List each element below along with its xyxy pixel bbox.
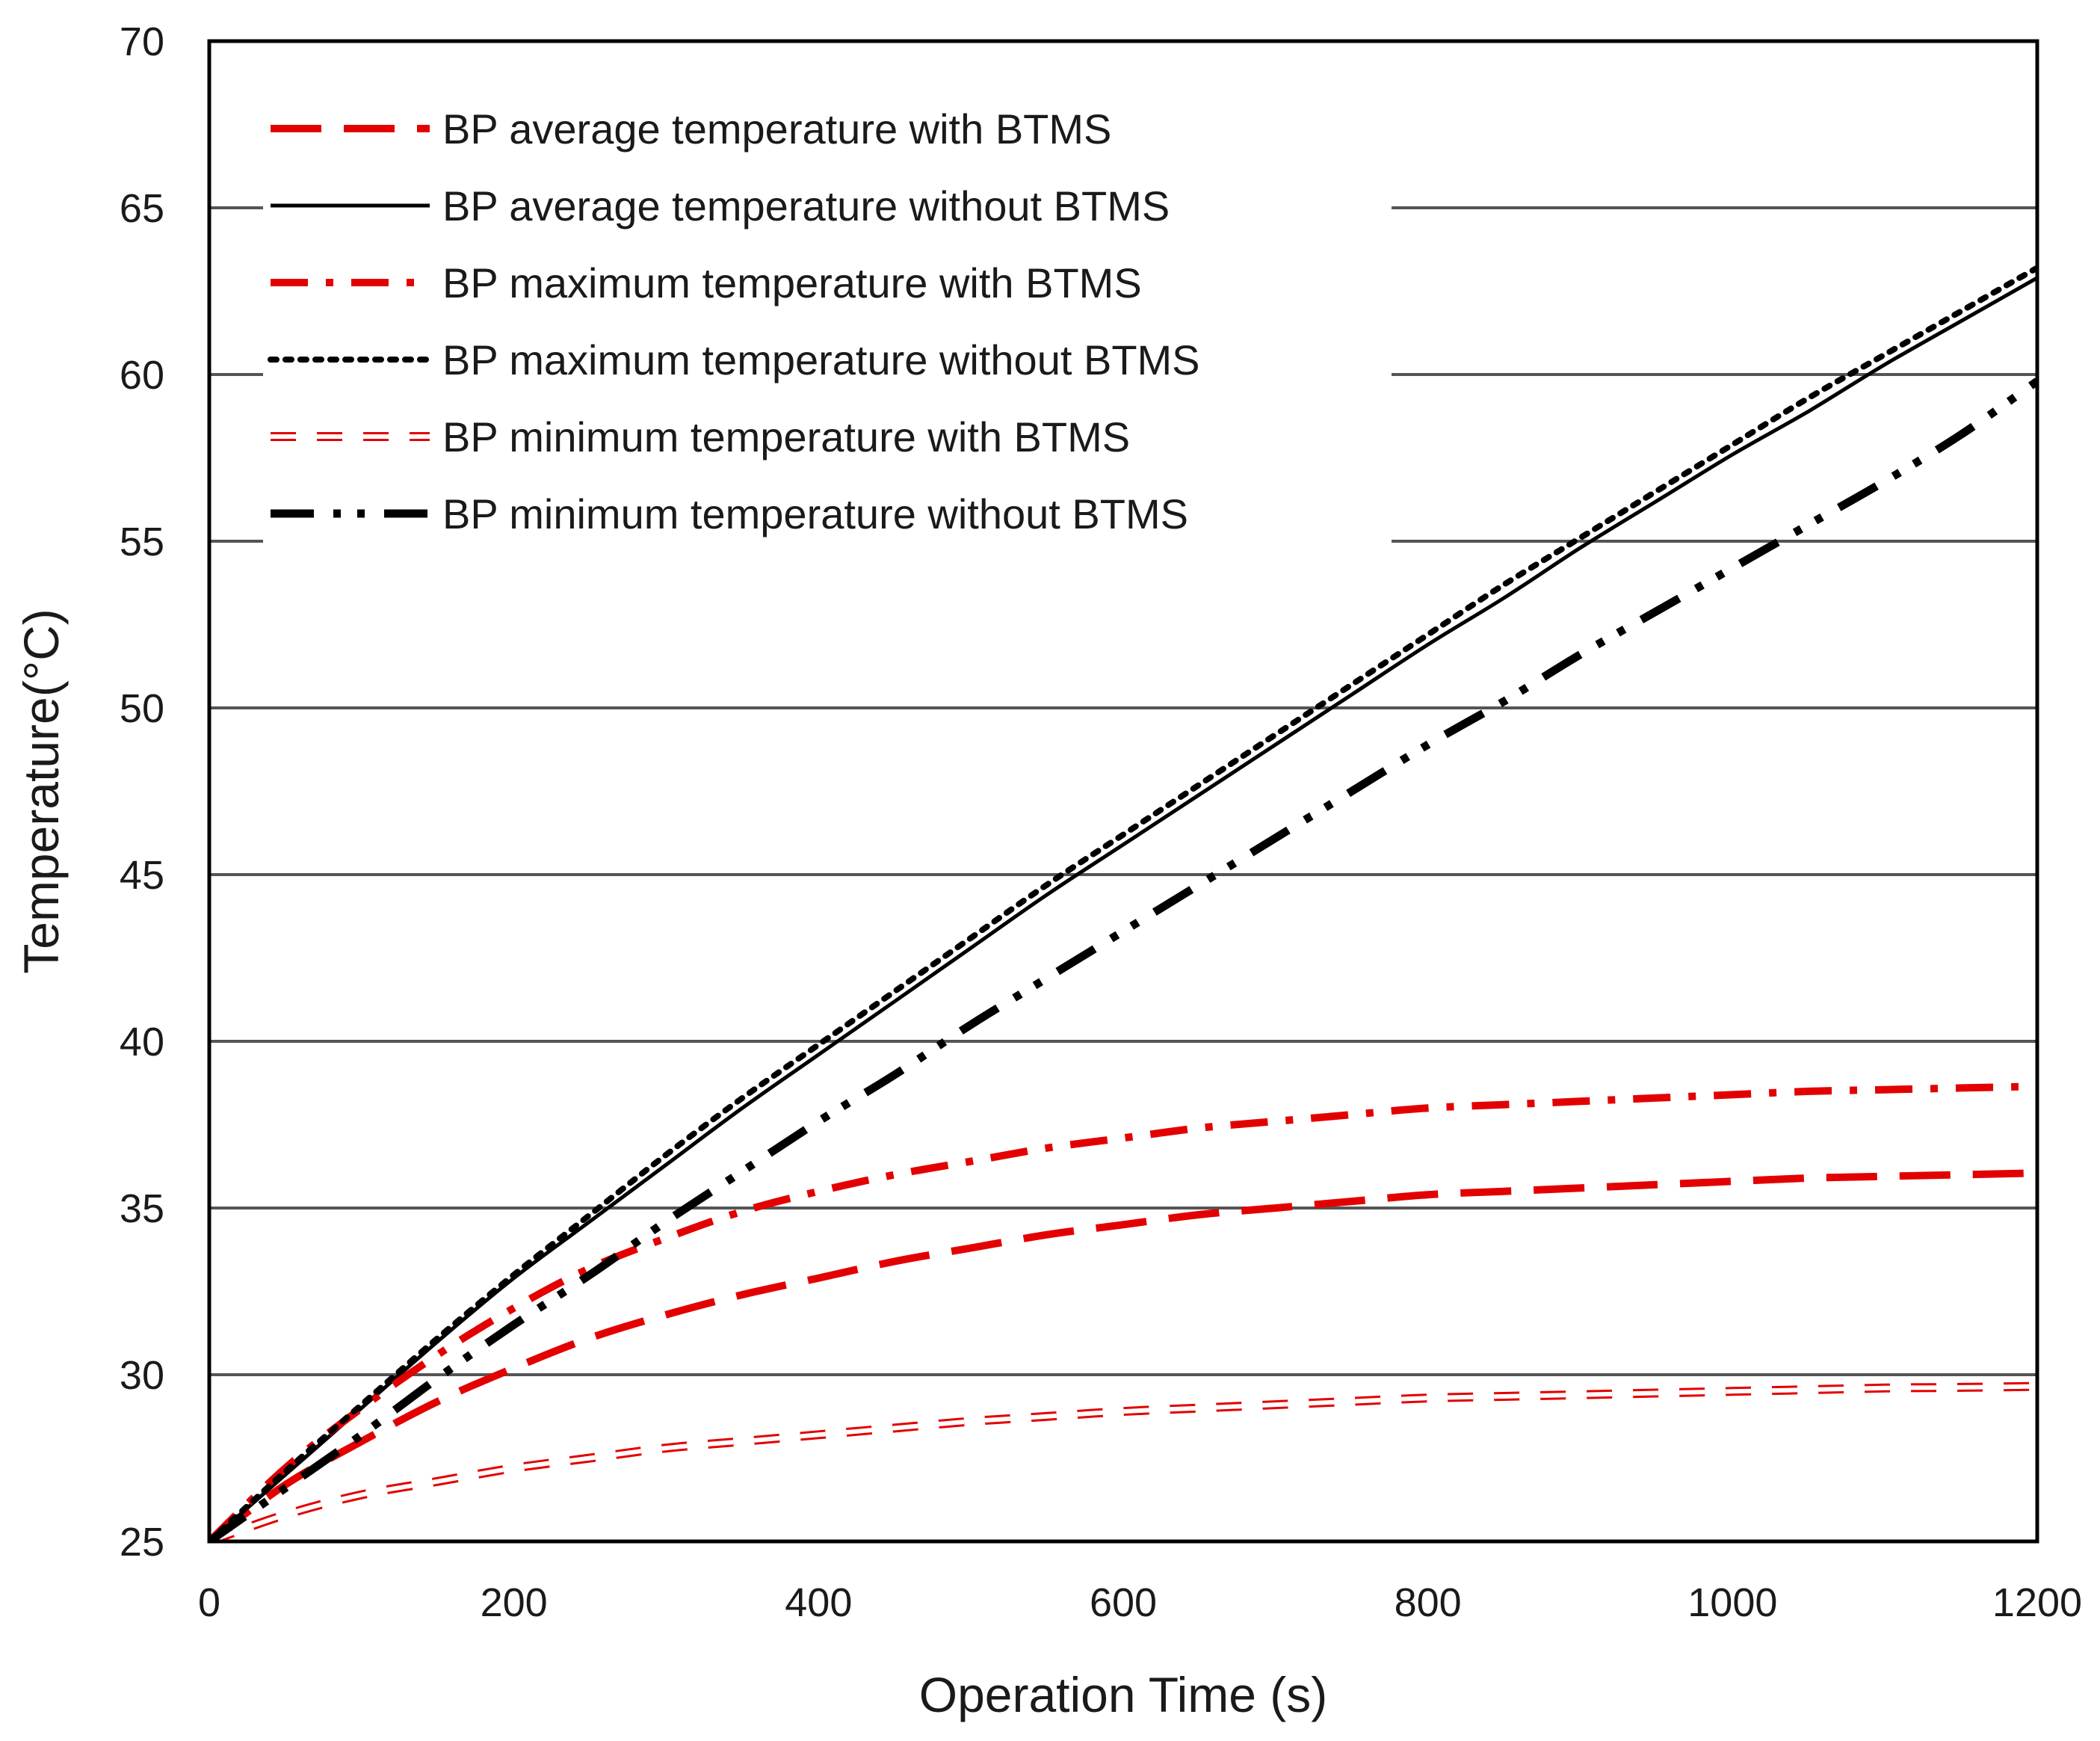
- y-tick-label: 35: [120, 1186, 164, 1231]
- legend-label: BP average temperature with BTMS: [442, 105, 1111, 152]
- legend-label: BP maximum temperature with BTMS: [442, 259, 1142, 306]
- legend-item: BP average temperature without BTMS: [263, 170, 1392, 241]
- legend-item: BP minimum temperature with BTMS: [263, 401, 1392, 472]
- legend-item-background: [263, 478, 1392, 549]
- series-line-5-inner: [209, 1384, 2037, 1541]
- legend-item-background: [263, 93, 1392, 164]
- y-tick-label: 50: [120, 686, 164, 731]
- plot-frame: [207, 39, 2039, 1544]
- series-line-2: [209, 276, 2037, 1541]
- y-tick-label: 40: [120, 1020, 164, 1064]
- tick-labels: 25 30 35 40 45 50 55 60 65 70 0 200 400 600 800 1000 120…: [120, 19, 2082, 1625]
- x-tick-label: 1000: [1687, 1580, 1777, 1625]
- x-tick-label: 800: [1395, 1580, 1462, 1625]
- x-tick-label: 200: [481, 1580, 548, 1625]
- y-axis-title: Temperature(°C): [13, 608, 69, 974]
- y-tick-label: 70: [120, 19, 164, 64]
- legend-item: BP maximum temperature with BTMS: [263, 247, 1392, 318]
- legend-label: BP minimum temperature with BTMS: [442, 413, 1130, 460]
- legend-label: BP average temperature without BTMS: [442, 182, 1170, 229]
- series-lines: [209, 265, 2037, 1541]
- y-tick-label: 30: [120, 1353, 164, 1398]
- legend: BP average temperature with BTMS BP avera…: [263, 93, 1392, 549]
- y-tick-label: 45: [120, 853, 164, 898]
- x-tick-label: 600: [1090, 1580, 1157, 1625]
- x-tick-label: 1200: [1992, 1580, 2082, 1625]
- legend-item: BP minimum temperature without BTMS: [263, 478, 1392, 549]
- legend-item-background: [263, 401, 1392, 472]
- x-axis-title: Operation Time (s): [919, 1667, 1328, 1722]
- legend-label: BP minimum temperature without BTMS: [442, 490, 1188, 537]
- legend-item-background: [263, 170, 1392, 241]
- x-tick-label: 0: [198, 1580, 220, 1625]
- series-line-3: [209, 1082, 2037, 1541]
- x-tick-label: 400: [785, 1580, 852, 1625]
- legend-item-background: [263, 247, 1392, 318]
- series-line-6: [209, 378, 2037, 1541]
- y-tick-label: 65: [120, 186, 164, 231]
- legend-item: BP average temperature with BTMS: [263, 93, 1392, 164]
- legend-label: BP maximum temperature without BTMS: [442, 336, 1200, 383]
- legend-item-background: [263, 324, 1392, 395]
- legend-item: BP maximum temperature without BTMS: [263, 324, 1392, 395]
- series-line-1: [209, 1169, 2037, 1541]
- y-tick-label: 60: [120, 353, 164, 398]
- y-tick-label: 25: [120, 1520, 164, 1565]
- series-line-4: [209, 265, 2037, 1541]
- y-tick-label: 55: [120, 520, 164, 564]
